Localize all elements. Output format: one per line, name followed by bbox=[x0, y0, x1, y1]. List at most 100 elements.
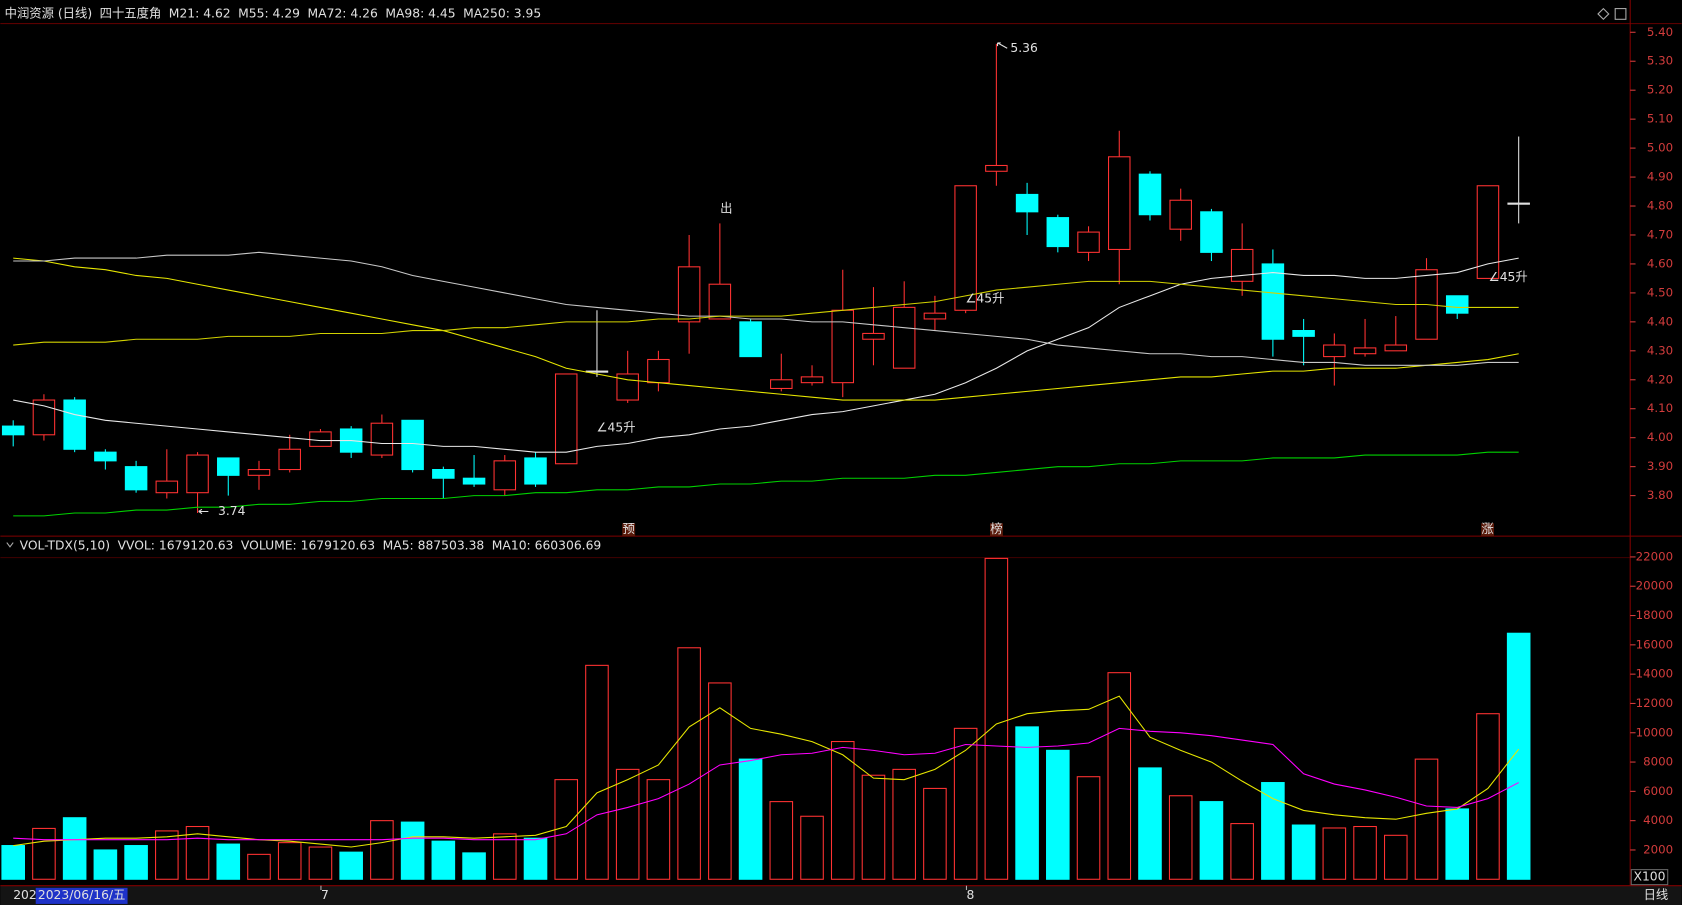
volume-bar bbox=[708, 682, 732, 880]
candle-body bbox=[401, 419, 424, 471]
candle-body bbox=[862, 332, 885, 340]
candle-body bbox=[1323, 344, 1346, 358]
volume-bar bbox=[830, 741, 855, 880]
candle-body bbox=[1, 425, 25, 436]
annotation: 榜 bbox=[990, 521, 1002, 536]
volume-bar bbox=[953, 727, 978, 880]
y-tick-label: 10000 bbox=[1636, 725, 1673, 739]
collapse-icon[interactable] bbox=[6, 542, 14, 548]
volume-bar bbox=[277, 842, 302, 880]
legend-item: M21: 4.62 bbox=[169, 6, 231, 20]
volume-bar bbox=[1107, 672, 1132, 880]
volume-bar bbox=[1015, 726, 1039, 880]
volume-bar bbox=[400, 821, 425, 880]
x-label: 8 bbox=[966, 888, 974, 902]
volume-bar bbox=[492, 833, 517, 880]
ma-line bbox=[13, 727, 1519, 841]
volume-bar bbox=[93, 849, 118, 880]
candle-body bbox=[309, 431, 332, 447]
candle-body bbox=[1353, 347, 1377, 355]
candle-body bbox=[1261, 263, 1285, 340]
y-tick-label: 18000 bbox=[1636, 608, 1673, 622]
y-tick-label: 12000 bbox=[1636, 696, 1673, 710]
volume-bar bbox=[1291, 824, 1316, 880]
date-highlight bbox=[35, 887, 128, 904]
y-tick-label: 8000 bbox=[1643, 755, 1673, 769]
y-tick-label: 5.30 bbox=[1647, 54, 1673, 68]
volume-bar bbox=[32, 827, 56, 880]
volume-bar bbox=[923, 787, 947, 880]
annotation-arrow bbox=[198, 508, 209, 515]
candle-body bbox=[1138, 173, 1162, 216]
marker-box bbox=[622, 523, 636, 537]
candle-body bbox=[1200, 211, 1223, 253]
volume-bar bbox=[1414, 758, 1439, 880]
volume-bar bbox=[1445, 808, 1470, 880]
candle-body bbox=[94, 451, 117, 462]
volume-bar bbox=[585, 664, 609, 880]
legend-item: MA5: 887503.38 bbox=[383, 538, 485, 552]
legend-item: M55: 4.29 bbox=[238, 6, 300, 20]
annotation: 预 bbox=[623, 522, 635, 536]
legend-item: MA98: 4.45 bbox=[385, 6, 455, 20]
volume-bar bbox=[1506, 632, 1531, 880]
legend-item: 四十五度角 bbox=[100, 5, 162, 20]
y-tick-label: 5.10 bbox=[1647, 112, 1673, 126]
candle-body bbox=[770, 379, 793, 389]
y-tick-label: 20000 bbox=[1636, 579, 1673, 593]
marker-box bbox=[1481, 523, 1495, 537]
y-tick-label: 6000 bbox=[1643, 784, 1673, 798]
candle-body bbox=[554, 373, 578, 465]
annotation: 5.36 bbox=[1010, 41, 1038, 55]
y-tick-label: 3.80 bbox=[1647, 488, 1673, 502]
x-label: 7 bbox=[321, 888, 329, 902]
legend-item: MA72: 4.26 bbox=[308, 6, 378, 20]
y-tick-label: 2000 bbox=[1643, 842, 1673, 856]
unit-box bbox=[1630, 869, 1669, 886]
volume-bar bbox=[1261, 782, 1285, 880]
volume-bar bbox=[431, 840, 456, 880]
y-tick-label: 4.10 bbox=[1647, 401, 1673, 415]
ma-line bbox=[13, 257, 1519, 401]
volume-bar bbox=[308, 846, 333, 880]
y-tick-label: 5.40 bbox=[1647, 25, 1673, 39]
diamond-icon[interactable] bbox=[1597, 7, 1610, 21]
volume-bar bbox=[124, 845, 148, 880]
volume-bar bbox=[892, 768, 916, 880]
volume-bar bbox=[677, 647, 701, 880]
legend-item: MA250: 3.95 bbox=[463, 6, 541, 20]
candle-body bbox=[493, 460, 517, 491]
candle-body bbox=[1292, 330, 1315, 337]
candle-body bbox=[32, 399, 56, 436]
candle-body bbox=[1476, 185, 1500, 279]
candle-body bbox=[708, 283, 732, 320]
ma-line bbox=[13, 451, 1519, 517]
volume-bar bbox=[646, 779, 671, 880]
y-tick-label: 5.00 bbox=[1647, 141, 1673, 155]
candle-body bbox=[432, 468, 455, 479]
date-bar bbox=[0, 885, 1682, 905]
volume-bar bbox=[615, 768, 640, 880]
candle-body bbox=[155, 480, 179, 494]
candle-body bbox=[124, 466, 148, 491]
candle-body bbox=[892, 306, 916, 369]
candle-body bbox=[1169, 199, 1192, 230]
ma-line bbox=[13, 280, 1519, 346]
annotation: 出 bbox=[720, 202, 732, 216]
price-panel: 3.80 3.90 4.00 4.10 4.20 4.30 4.40 4.50 4.60 4.70… bbox=[1, 25, 1673, 517]
volume-bar bbox=[769, 801, 794, 880]
candle-body bbox=[186, 454, 209, 494]
volume-bar bbox=[1046, 749, 1070, 880]
volume-bar bbox=[861, 774, 886, 880]
volume-bar bbox=[462, 852, 486, 880]
candle-body bbox=[1445, 295, 1469, 314]
annotation: 3.74 bbox=[218, 504, 246, 518]
panel-button[interactable] bbox=[1614, 8, 1627, 20]
candle-body bbox=[831, 309, 855, 384]
volume-bar bbox=[1322, 827, 1347, 880]
volume-bar bbox=[155, 830, 179, 880]
volume-bar bbox=[216, 843, 241, 880]
unit-label: X100 bbox=[1634, 870, 1666, 884]
